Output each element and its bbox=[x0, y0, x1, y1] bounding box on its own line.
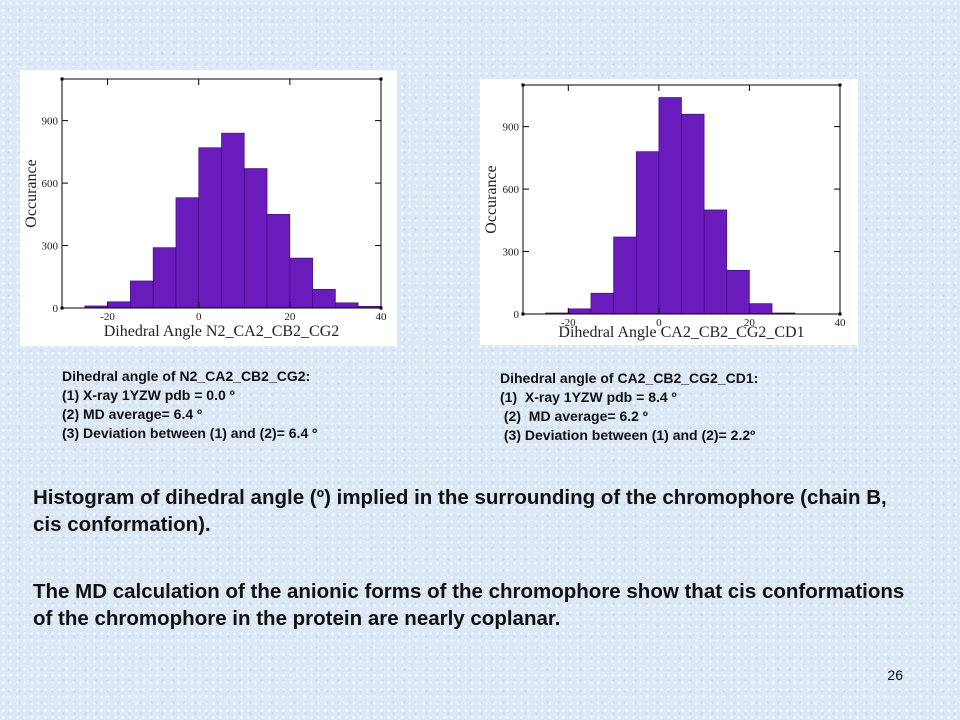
y-tick-label: 900 bbox=[503, 122, 520, 134]
caption-left: Dihedral angle of N2_CA2_CB2_CG2: (1) X-… bbox=[62, 367, 317, 443]
histogram-bar bbox=[590, 292, 614, 315]
y-tick-label: 600 bbox=[42, 178, 59, 190]
histogram-bar bbox=[312, 288, 336, 309]
slide-number: 26 bbox=[887, 667, 903, 683]
y-tick-label: 300 bbox=[503, 247, 520, 259]
y-axis-title: Occurance bbox=[23, 159, 40, 227]
x-tick-label: 0 bbox=[196, 311, 202, 323]
x-axis-title: Dihedral Angle CA2_CB2_CG2_CD1 bbox=[558, 324, 804, 341]
x-axis-title: Dihedral Angle N2_CA2_CB2_CG2 bbox=[104, 323, 340, 340]
x-tick-label: 40 bbox=[376, 311, 388, 323]
histogram-bar bbox=[658, 97, 682, 315]
x-tick-label: -20 bbox=[100, 311, 115, 323]
histogram-bar bbox=[107, 301, 131, 309]
frame-corner-marker bbox=[60, 77, 64, 81]
plot-frame bbox=[522, 84, 841, 315]
caption-right-line3: (3) Deviation between (1) and (2)= 2.2º bbox=[500, 427, 756, 443]
histogram-bar bbox=[289, 257, 313, 309]
histogram-svg-right: -20 0 20 40 0 300 600 900 Dihedral Angle CA2_CB2… bbox=[483, 83, 847, 341]
histogram-bar bbox=[635, 151, 660, 315]
paragraph-md-conclusion: The MD calculation of the anionic forms … bbox=[33, 580, 905, 630]
x-tick-label: -20 bbox=[561, 317, 576, 329]
histogram-bar bbox=[243, 168, 268, 309]
y-tick-label: 600 bbox=[503, 184, 520, 196]
y-tick-label: 300 bbox=[42, 241, 59, 253]
histogram-chart-right: -20 0 20 40 0 300 600 900 Dihedral Angle CA2_CB2… bbox=[480, 79, 858, 345]
histogram-bar bbox=[726, 269, 750, 315]
histogram-bar bbox=[567, 308, 592, 315]
x-tick-label: 20 bbox=[284, 311, 296, 323]
histogram-svg-left: -20 0 20 40 0 300 600 900 Dihedral Angle N2_CA2_… bbox=[23, 77, 388, 340]
histogram-bar bbox=[613, 236, 637, 315]
x-tick-label: 0 bbox=[656, 317, 662, 329]
caption-right-line1: (1) X-ray 1YZW pdb = 8.4 º bbox=[500, 389, 677, 405]
plot-frame bbox=[61, 78, 382, 309]
x-tick-label: 20 bbox=[744, 317, 756, 329]
histogram-bar bbox=[749, 303, 773, 315]
caption-right-title: Dihedral angle of CA2_CB2_CG2_CD1: bbox=[500, 370, 759, 386]
x-tick-label: 40 bbox=[835, 317, 847, 329]
caption-right-line2: (2) MD average= 6.2 º bbox=[500, 408, 648, 424]
histogram-bar bbox=[152, 247, 177, 309]
histogram-bar bbox=[266, 214, 291, 309]
y-tick-label: 0 bbox=[514, 309, 520, 321]
frame-corner-marker bbox=[521, 83, 525, 87]
histogram-bar bbox=[703, 209, 728, 315]
histogram-chart-left: -20 0 20 40 0 300 600 900 Dihedral Angle N2_CA2_… bbox=[20, 70, 397, 346]
caption-left-line1: (1) X-ray 1YZW pdb = 0.0 º bbox=[62, 387, 235, 403]
y-tick-label: 900 bbox=[42, 116, 59, 128]
caption-left-line2: (2) MD average= 6.4 º bbox=[62, 406, 203, 422]
histogram-bar bbox=[221, 132, 245, 309]
y-axis-title: Occurance bbox=[483, 165, 500, 233]
caption-right: Dihedral angle of CA2_CB2_CG2_CD1: (1) X… bbox=[500, 369, 758, 445]
paragraph-histogram-description: Histogram of dihedral angle (º) implied … bbox=[33, 486, 887, 536]
histogram-bar bbox=[130, 280, 154, 309]
y-tick-label: 0 bbox=[53, 303, 59, 315]
histogram-bar bbox=[175, 197, 200, 309]
caption-left-title: Dihedral angle of N2_CA2_CB2_CG2: bbox=[62, 368, 311, 384]
histogram-bar bbox=[198, 147, 222, 309]
caption-left-line3: (3) Deviation between (1) and (2)= 6.4 º bbox=[62, 425, 318, 441]
histogram-bar bbox=[335, 302, 359, 309]
histogram-bar bbox=[681, 113, 705, 315]
